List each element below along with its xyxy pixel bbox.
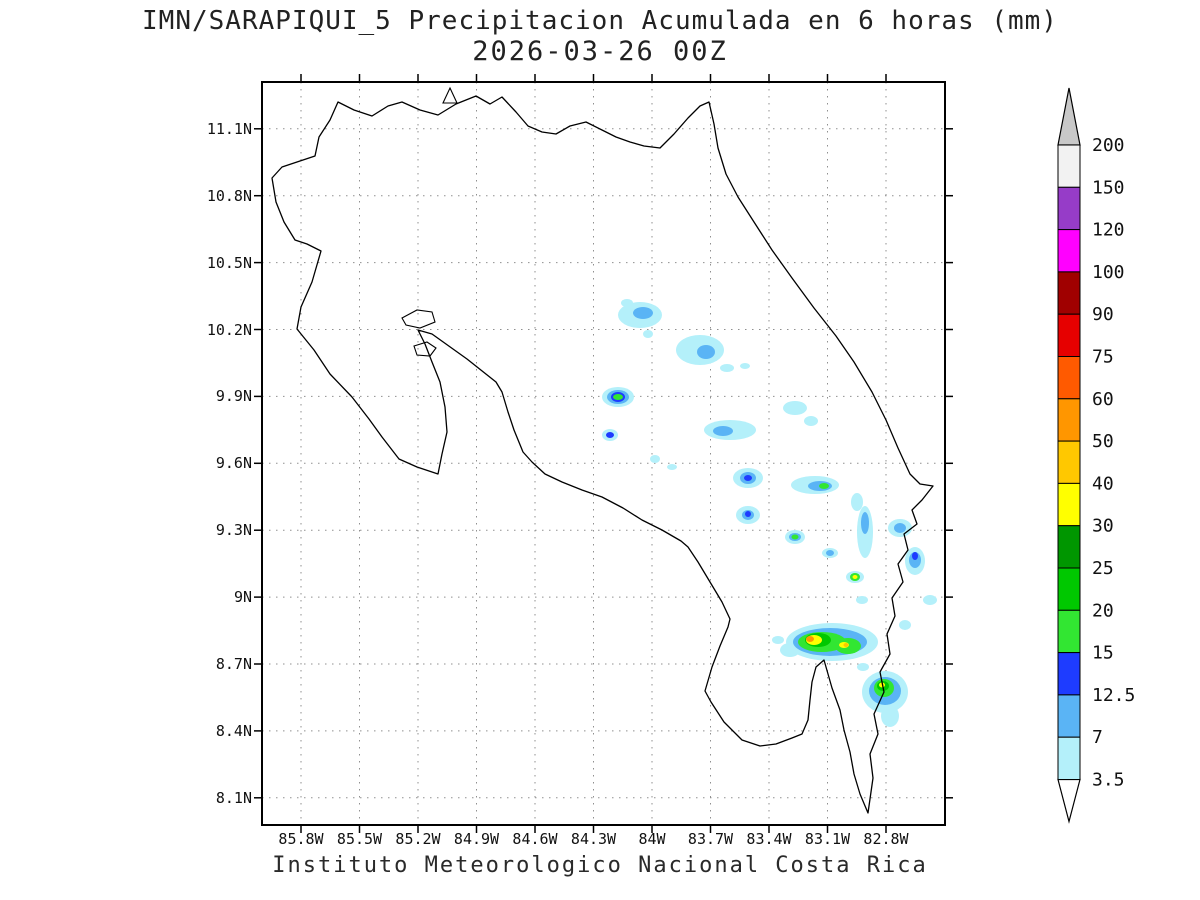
colorbar-label: 150	[1092, 177, 1125, 198]
colorbar-label: 12.5	[1092, 685, 1135, 706]
colorbar-segment	[1057, 271, 1081, 315]
page-title: IMN/SARAPIQUI_5 Precipitacion Acumulada …	[142, 6, 1058, 36]
x-axis-label: 84.6W	[512, 830, 558, 848]
colorbar-arrow-bottom	[1057, 778, 1081, 824]
y-axis-label: 8.4N	[215, 721, 252, 740]
y-axis-label: 9N	[233, 588, 252, 607]
precip-cell	[744, 475, 752, 481]
precip-cell	[851, 493, 863, 511]
x-axis-label: 83.1W	[804, 830, 851, 848]
y-axis-label: 9.9N	[215, 387, 252, 406]
precip-cell	[613, 394, 623, 400]
precip-cell	[783, 401, 807, 415]
colorbar-label: 20	[1092, 600, 1114, 621]
precip-cell	[894, 523, 906, 533]
colorbar-label: 40	[1092, 473, 1114, 494]
colorbar-segment	[1057, 356, 1081, 400]
precip-cell	[713, 426, 733, 436]
precip-cell	[912, 552, 918, 560]
y-axis-label: 10.2N	[206, 320, 252, 339]
precip-cell	[606, 432, 614, 438]
y-axis-label: 10.5N	[206, 253, 252, 272]
colorbar-segment	[1057, 229, 1081, 273]
colorbar-arrow-top	[1057, 87, 1081, 146]
colorbar-segment	[1057, 736, 1081, 781]
precip-cell	[745, 511, 751, 517]
colorbar-segment	[1057, 652, 1081, 696]
colorbar-segment	[1057, 313, 1081, 357]
colorbar-segment	[1057, 398, 1081, 442]
precip-cell	[826, 550, 834, 556]
precip-cell	[804, 416, 818, 426]
colorbar-label: 15	[1092, 643, 1114, 664]
precip-cell	[819, 483, 829, 489]
institute-caption: Instituto Meteorologico Nacional Costa R…	[272, 853, 928, 878]
colorbar-label: 30	[1092, 516, 1114, 537]
precip-cell	[643, 330, 653, 338]
precip-cell	[806, 636, 814, 642]
precip-cell	[720, 364, 734, 372]
colorbar-label: 200	[1092, 135, 1125, 156]
colorbar-label: 7	[1092, 727, 1103, 748]
page-subtitle-datetime: 2026-03-26 00Z	[472, 36, 728, 67]
y-axis-label: 8.1N	[215, 788, 252, 807]
colorbar-segment	[1057, 440, 1081, 484]
precip-cell	[852, 575, 858, 579]
x-axis-label: 85.8W	[278, 830, 324, 848]
precip-cell	[857, 663, 869, 671]
precip-cell	[881, 705, 899, 727]
y-axis-label: 10.8N	[206, 186, 252, 205]
x-axis-label: 84W	[638, 830, 666, 848]
colorbar-segment	[1057, 144, 1081, 188]
x-axis-label: 82.8W	[863, 830, 909, 848]
x-axis-label: 84.9W	[453, 830, 500, 848]
precipitation-colorbar: 200 150 120 100 90 75 60 50 40 30 25 20 15 12.5 7 3.5	[1057, 87, 1135, 824]
plot-frame	[261, 81, 946, 826]
precip-cell	[740, 363, 750, 369]
islands-outline	[401, 86, 458, 357]
colorbar-label: 60	[1092, 389, 1114, 410]
precip-cell	[791, 534, 799, 540]
precip-cell	[772, 636, 784, 644]
colorbar-segment	[1057, 186, 1081, 231]
colorbar-label: 50	[1092, 431, 1114, 452]
colorbar-segment	[1057, 525, 1081, 569]
y-axis-label: 9.3N	[215, 521, 252, 540]
colorbar-label: 100	[1092, 262, 1125, 283]
colorbar-label: 120	[1092, 220, 1125, 241]
x-axis-label: 84.3W	[570, 830, 617, 848]
colorbar-label: 90	[1092, 304, 1114, 325]
x-axis-label: 83.7W	[687, 830, 734, 848]
costa-rica-coastline	[271, 95, 934, 814]
precip-cell	[697, 345, 715, 359]
precip-cell	[861, 512, 869, 534]
colorbar-segment	[1057, 609, 1081, 654]
x-axis-label: 83.4W	[746, 830, 792, 848]
precip-cell	[899, 620, 911, 630]
precip-cell	[843, 643, 849, 647]
precip-cell	[667, 464, 677, 470]
x-axis-label: 85.2W	[395, 830, 441, 848]
y-axis-label: 11.1N	[206, 119, 252, 138]
precip-cell	[923, 595, 937, 605]
colorbar-segment	[1057, 567, 1081, 611]
precip-cell	[856, 596, 868, 604]
colorbar-label: 3.5	[1092, 770, 1125, 791]
precip-cell	[650, 455, 660, 463]
map-plot-canvas	[254, 74, 953, 833]
y-axis-label: 9.6N	[215, 454, 252, 473]
colorbar-label: 25	[1092, 558, 1114, 579]
colorbar-segment	[1057, 694, 1081, 738]
x-axis-label: 85.5W	[336, 830, 383, 848]
colorbar-segment	[1057, 482, 1081, 527]
y-axis-label: 8.7N	[215, 655, 252, 673]
precip-cell	[633, 307, 653, 319]
colorbar-label: 75	[1092, 347, 1114, 368]
